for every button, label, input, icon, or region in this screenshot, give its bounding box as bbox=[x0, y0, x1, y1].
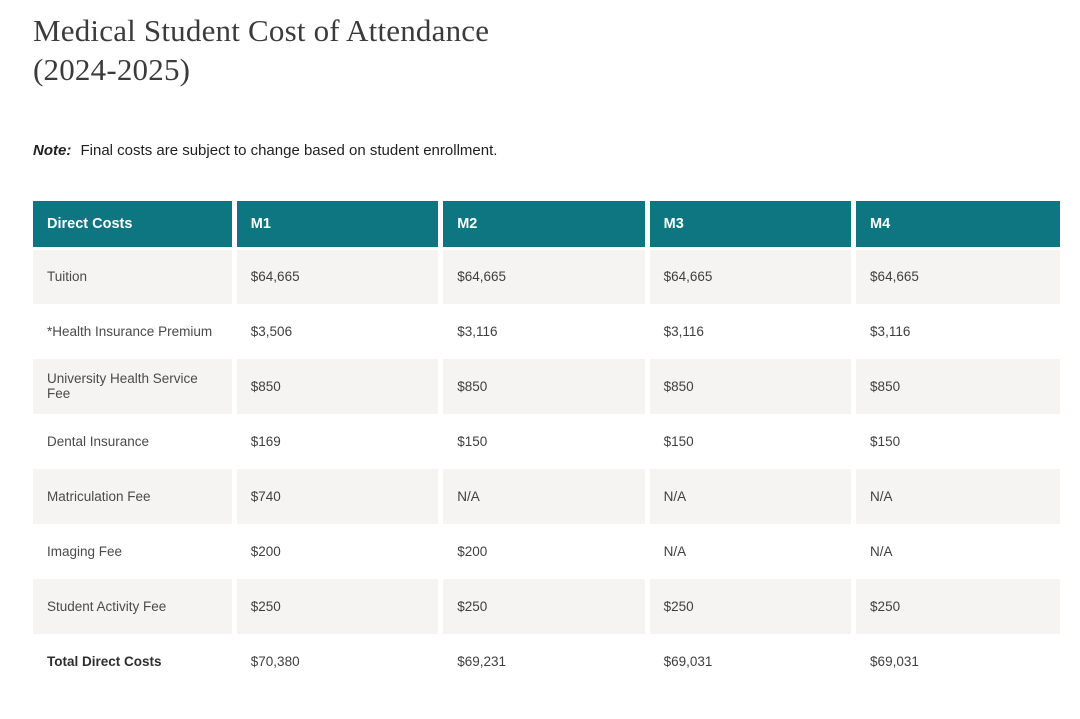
table-row: *Health Insurance Premium $3,506 $3,116 … bbox=[33, 303, 1060, 359]
value-cell: $200 bbox=[234, 523, 444, 579]
value-cell: $3,116 bbox=[853, 303, 1060, 359]
column-header-m3: M3 bbox=[647, 200, 857, 250]
note: Note: Final costs are subject to change … bbox=[33, 142, 1060, 159]
value-cell: $850 bbox=[440, 358, 650, 414]
value-cell: $169 bbox=[234, 413, 444, 469]
row-label-cell: Student Activity Fee bbox=[33, 578, 237, 634]
table-row-total: Total Direct Costs $70,380 $69,231 $69,0… bbox=[33, 633, 1060, 689]
cost-of-attendance-table: Direct Costs M1 M2 M3 M4 Tuition $64,665… bbox=[33, 200, 1060, 689]
row-label-cell: *Health Insurance Premium bbox=[33, 303, 237, 359]
value-cell: N/A bbox=[440, 468, 650, 524]
column-header-direct-costs: Direct Costs bbox=[33, 200, 237, 250]
page-title: Medical Student Cost of Attendance (2024… bbox=[33, 12, 1060, 90]
value-cell: $200 bbox=[440, 523, 650, 579]
table-row: Student Activity Fee $250 $250 $250 $250 bbox=[33, 578, 1060, 634]
value-cell: $740 bbox=[234, 468, 444, 524]
row-label-cell: Matriculation Fee bbox=[33, 468, 237, 524]
value-cell: $64,665 bbox=[853, 248, 1060, 304]
value-cell: $250 bbox=[853, 578, 1060, 634]
value-cell: $64,665 bbox=[234, 248, 444, 304]
value-cell: $250 bbox=[440, 578, 650, 634]
table-row: Tuition $64,665 $64,665 $64,665 $64,665 bbox=[33, 248, 1060, 304]
row-label-cell: Imaging Fee bbox=[33, 523, 237, 579]
value-cell: $150 bbox=[647, 413, 857, 469]
value-cell: $850 bbox=[853, 358, 1060, 414]
value-cell: $3,116 bbox=[647, 303, 857, 359]
value-cell: N/A bbox=[853, 468, 1060, 524]
page-title-line1: Medical Student Cost of Attendance bbox=[33, 13, 490, 48]
note-text: Final costs are subject to change based … bbox=[80, 141, 498, 159]
value-cell: $150 bbox=[440, 413, 650, 469]
value-cell: N/A bbox=[647, 468, 857, 524]
value-cell: $3,506 bbox=[234, 303, 444, 359]
value-cell: $69,231 bbox=[440, 633, 650, 689]
value-cell: $250 bbox=[234, 578, 444, 634]
page-title-line2: (2024-2025) bbox=[33, 51, 191, 87]
row-label-cell: Total Direct Costs bbox=[33, 633, 237, 689]
value-cell: $850 bbox=[647, 358, 857, 414]
note-label: Note: bbox=[33, 141, 72, 159]
value-cell: $69,031 bbox=[853, 633, 1060, 689]
table-row: Imaging Fee $200 $200 N/A N/A bbox=[33, 523, 1060, 579]
value-cell: N/A bbox=[647, 523, 857, 579]
row-label-cell: Tuition bbox=[33, 248, 237, 304]
table-row: Matriculation Fee $740 N/A N/A N/A bbox=[33, 468, 1060, 524]
table-row: Dental Insurance $169 $150 $150 $150 bbox=[33, 413, 1060, 469]
row-label-cell: University Health Service Fee bbox=[33, 358, 237, 414]
value-cell: N/A bbox=[853, 523, 1060, 579]
column-header-m2: M2 bbox=[440, 200, 650, 250]
value-cell: $70,380 bbox=[234, 633, 444, 689]
table-row: University Health Service Fee $850 $850 … bbox=[33, 358, 1060, 414]
header-row: Direct Costs M1 M2 M3 M4 bbox=[33, 200, 1060, 250]
value-cell: $3,116 bbox=[440, 303, 650, 359]
value-cell: $850 bbox=[234, 358, 444, 414]
value-cell: $64,665 bbox=[440, 248, 650, 304]
column-header-m4: M4 bbox=[853, 200, 1060, 250]
row-label-cell: Dental Insurance bbox=[33, 413, 237, 469]
column-header-m1: M1 bbox=[234, 200, 444, 250]
value-cell: $64,665 bbox=[647, 248, 857, 304]
value-cell: $69,031 bbox=[647, 633, 857, 689]
value-cell: $250 bbox=[647, 578, 857, 634]
value-cell: $150 bbox=[853, 413, 1060, 469]
